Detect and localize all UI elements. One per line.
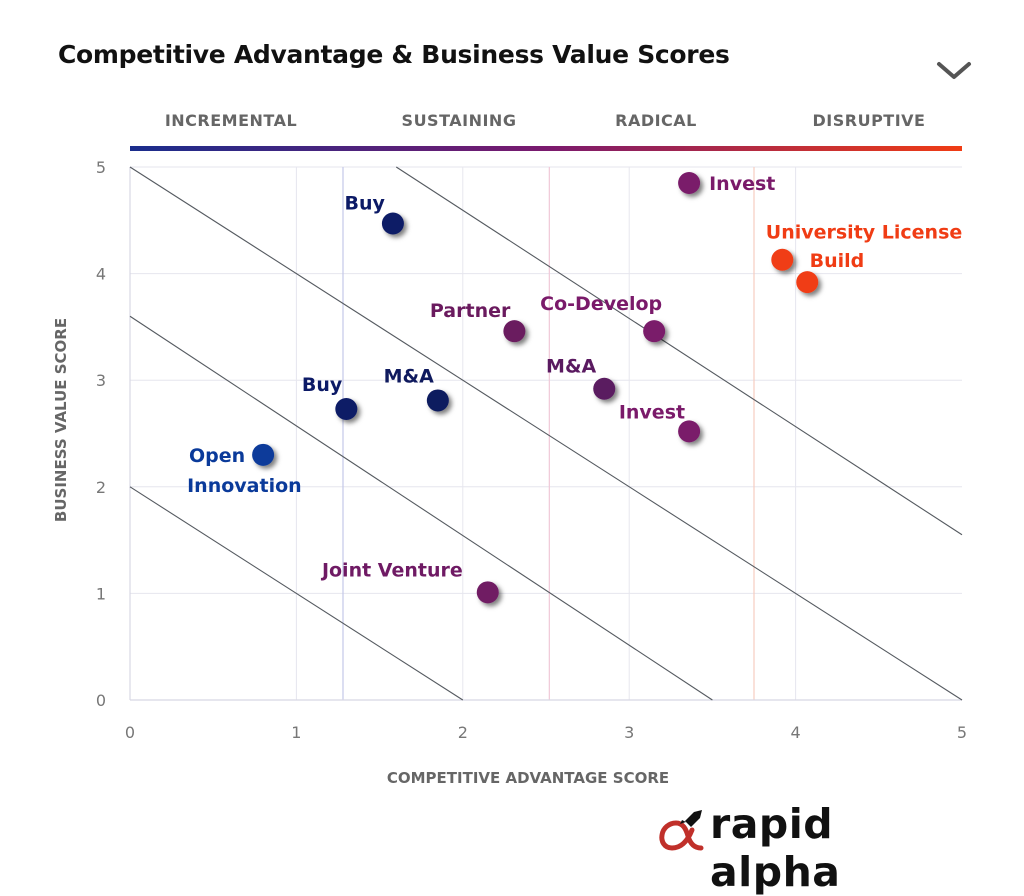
stage-gradient-bar: [130, 146, 962, 151]
y-tick-label: 3: [96, 371, 106, 390]
data-point: [381, 212, 404, 235]
y-tick-label: 4: [96, 265, 106, 284]
stage-label-sustaining: SUSTAINING: [401, 111, 517, 130]
point-label: Build: [810, 250, 865, 272]
data-point: [796, 271, 819, 294]
point-label: Buy: [345, 192, 386, 214]
rocket-alpha-icon: [659, 810, 704, 851]
point-label: Open: [189, 445, 245, 467]
data-point: [771, 248, 794, 271]
iso-value-line: [129, 486, 464, 701]
data-point: [593, 377, 616, 400]
y-tick-label: 2: [96, 478, 106, 497]
x-tick-label: 5: [957, 723, 967, 742]
point-label: M&A: [384, 365, 434, 387]
data-point: [335, 397, 358, 420]
scatter-chart: 0 1 2 3 4 5 0 1 2 3 4 5 COMPETITIVE ADVANTAGE SCORE B…: [52, 146, 967, 787]
x-tick-label: 4: [791, 723, 801, 742]
data-point: [476, 581, 499, 604]
y-tick-label: 5: [96, 158, 106, 177]
data-point: [252, 443, 275, 466]
data-point: [503, 320, 526, 343]
point-label: Invest: [709, 173, 775, 195]
chart-title: Competitive Advantage & Business Value S…: [58, 40, 730, 69]
x-axis-title: COMPETITIVE ADVANTAGE SCORE: [387, 769, 669, 787]
y-tick-label: 1: [96, 584, 106, 603]
point-label: Joint Venture: [320, 559, 463, 581]
point-label: Invest: [619, 401, 685, 423]
point-label: University License: [766, 222, 963, 244]
stage-label-disruptive: DISRUPTIVE: [812, 111, 926, 130]
chevron-down-icon[interactable]: [936, 60, 972, 82]
point-label: Innovation: [187, 475, 302, 497]
y-axis-title: BUSINESS VALUE SCORE: [52, 318, 70, 522]
data-point: [426, 389, 449, 412]
y-tick-label: 0: [96, 691, 106, 710]
iso-value-line: [129, 166, 963, 701]
point-label: M&A: [546, 356, 596, 378]
x-tick-label: 2: [458, 723, 468, 742]
point-label: Partner: [430, 300, 511, 322]
data-point: [678, 171, 701, 194]
data-point: [643, 320, 666, 343]
brand-logo: rapid alpha: [658, 800, 978, 896]
stage-label-incremental: INCREMENTAL: [164, 111, 298, 130]
x-tick-label: 0: [125, 723, 135, 742]
point-label: Co-Develop: [540, 293, 662, 315]
data-point: [678, 420, 701, 443]
stage-label-radical: RADICAL: [615, 111, 697, 130]
point-label: Buy: [302, 374, 343, 396]
x-tick-label: 1: [291, 723, 301, 742]
x-tick-label: 3: [624, 723, 634, 742]
iso-value-line: [395, 166, 963, 536]
iso-value-line: [129, 315, 713, 701]
brand-logo-text: rapid alpha: [710, 800, 841, 896]
